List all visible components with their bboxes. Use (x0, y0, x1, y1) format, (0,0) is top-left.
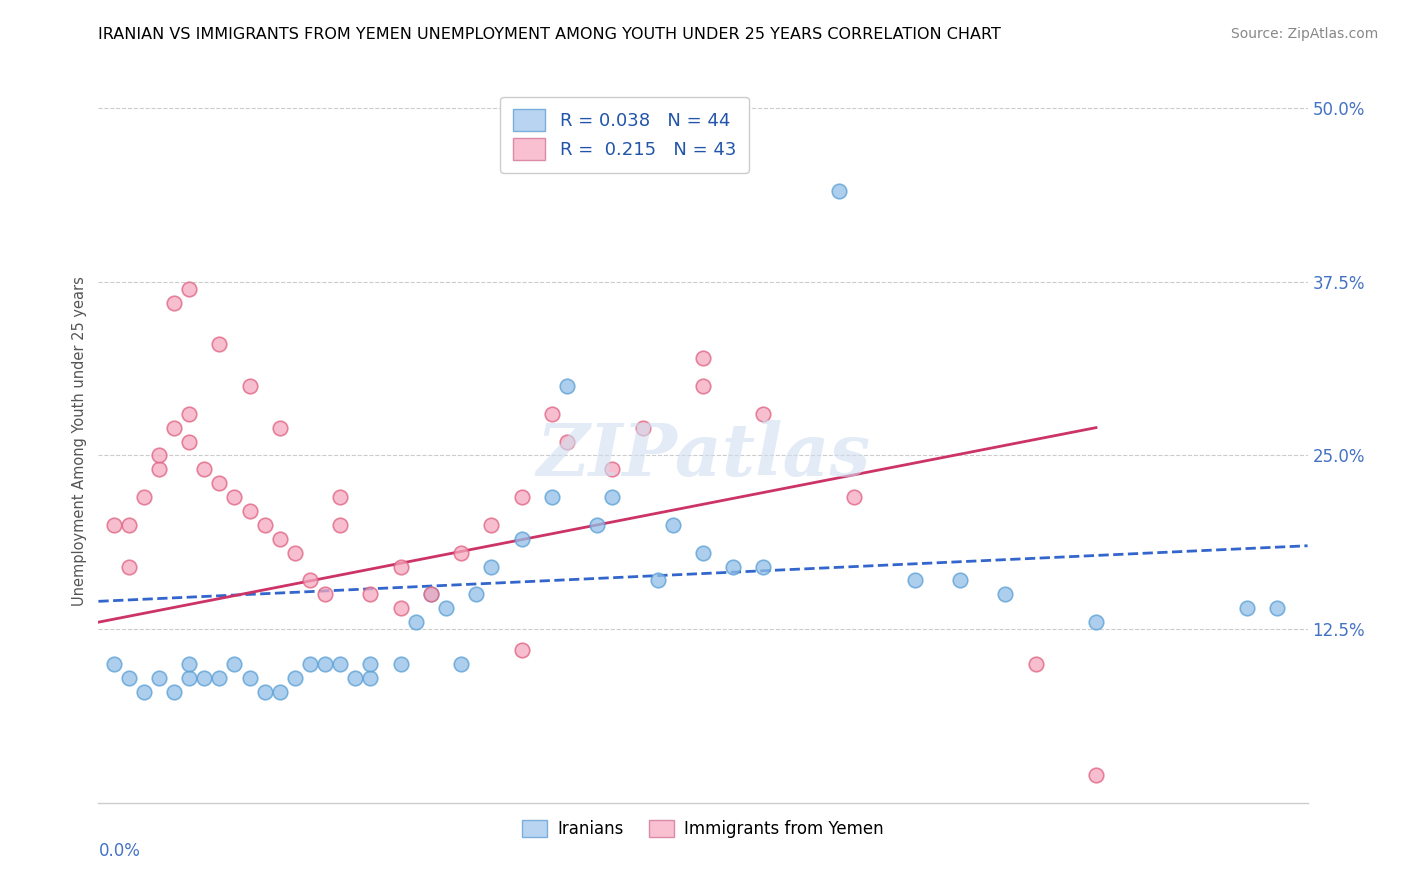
Point (208, 337, 231, 351)
Point (510, 532, 533, 546)
Point (193, 462, 215, 476)
Point (132, 684, 155, 698)
Point (314, 657, 336, 671)
Point (481, 559, 503, 574)
Point (949, 574, 972, 588)
Point (269, 420, 291, 434)
Point (329, 657, 352, 671)
Y-axis label: Unemployment Among Youth under 25 years: Unemployment Among Youth under 25 years (72, 277, 87, 607)
Point (224, 490, 246, 504)
Point (118, 559, 141, 574)
Point (586, 517, 609, 532)
Point (692, 379, 714, 393)
Point (420, 587, 443, 601)
Point (1236, 601, 1258, 615)
Point (132, 490, 155, 504)
Point (389, 559, 412, 574)
Point (692, 351, 714, 366)
Point (555, 434, 578, 449)
Point (405, 615, 427, 630)
Point (540, 407, 562, 421)
Point (148, 671, 170, 685)
Point (148, 462, 170, 476)
Point (1024, 657, 1046, 671)
Point (510, 490, 533, 504)
Point (904, 574, 927, 588)
Point (253, 517, 276, 532)
Point (1267, 601, 1289, 615)
Point (360, 671, 382, 685)
Point (179, 434, 201, 449)
Point (239, 671, 262, 685)
Point (602, 490, 624, 504)
Point (828, 185, 851, 199)
Point (994, 587, 1017, 601)
Point (208, 476, 231, 491)
Point (344, 671, 367, 685)
Point (752, 407, 775, 421)
Point (253, 684, 276, 698)
Point (481, 517, 503, 532)
Point (647, 574, 669, 588)
Point (224, 657, 246, 671)
Point (239, 504, 262, 518)
Point (555, 379, 578, 393)
Point (284, 546, 307, 560)
Point (118, 517, 141, 532)
Point (602, 462, 624, 476)
Text: 0.0%: 0.0% (98, 842, 141, 860)
Point (723, 559, 745, 574)
Point (540, 490, 562, 504)
Point (208, 671, 231, 685)
Point (661, 517, 683, 532)
Point (179, 407, 201, 421)
Point (752, 559, 775, 574)
Point (103, 657, 125, 671)
Point (420, 587, 443, 601)
Point (692, 546, 714, 560)
Point (299, 657, 322, 671)
Point (193, 671, 215, 685)
Point (510, 643, 533, 657)
Point (1085, 615, 1108, 630)
Point (360, 587, 382, 601)
Point (314, 587, 336, 601)
Point (163, 684, 186, 698)
Point (148, 449, 170, 463)
Point (329, 517, 352, 532)
Point (284, 671, 307, 685)
Point (299, 574, 322, 588)
Text: Source: ZipAtlas.com: Source: ZipAtlas.com (1230, 27, 1378, 41)
Legend: Iranians, Immigrants from Yemen: Iranians, Immigrants from Yemen (516, 814, 890, 845)
Point (103, 517, 125, 532)
Point (450, 546, 472, 560)
Point (179, 671, 201, 685)
Point (1085, 768, 1108, 782)
Point (269, 532, 291, 546)
Point (389, 601, 412, 615)
Point (450, 657, 472, 671)
Point (329, 490, 352, 504)
Point (179, 657, 201, 671)
Point (118, 671, 141, 685)
Text: IRANIAN VS IMMIGRANTS FROM YEMEN UNEMPLOYMENT AMONG YOUTH UNDER 25 YEARS CORRELA: IRANIAN VS IMMIGRANTS FROM YEMEN UNEMPLO… (98, 27, 1001, 42)
Point (163, 295, 186, 310)
Point (434, 601, 457, 615)
Point (163, 420, 186, 434)
Point (360, 657, 382, 671)
Point (389, 657, 412, 671)
Text: ZIPatlas: ZIPatlas (536, 420, 870, 491)
Point (269, 684, 291, 698)
Point (179, 282, 201, 296)
Point (844, 490, 866, 504)
Point (631, 420, 654, 434)
Point (239, 379, 262, 393)
Point (465, 587, 488, 601)
